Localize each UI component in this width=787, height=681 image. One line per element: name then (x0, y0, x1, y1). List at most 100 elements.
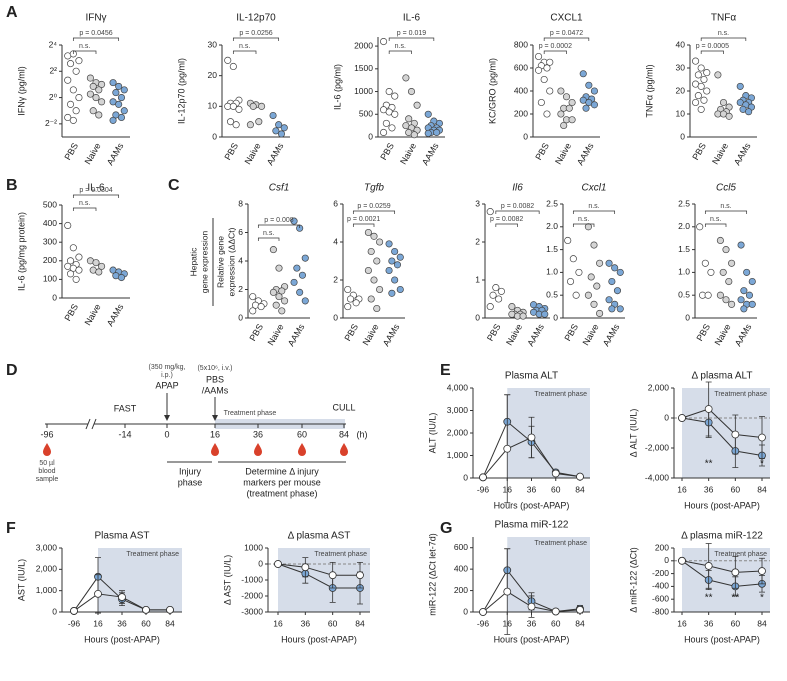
x-tick-label: PBS (562, 322, 580, 343)
significance-label: n.s. (239, 43, 250, 50)
significance-label: n.s. (79, 200, 90, 207)
sample-note: blood (38, 468, 55, 475)
y-tick-label: 200 (454, 585, 468, 595)
data-point (413, 101, 421, 109)
y-tick-label: 200 (514, 108, 528, 118)
x-tick-label: 16 (677, 484, 687, 494)
data-point (557, 110, 565, 118)
y-tick-label: 2⁴ (49, 39, 58, 49)
data-point (562, 93, 571, 101)
data-point (293, 264, 301, 272)
data-point (497, 287, 505, 295)
data-point (564, 236, 572, 245)
data-point (278, 287, 286, 295)
data-point (98, 98, 106, 106)
data-point (572, 291, 580, 299)
timeline-tick-label: 84 (339, 429, 349, 439)
data-point (120, 86, 128, 94)
y-tick-label: 1000 (244, 542, 263, 552)
data-point (560, 121, 568, 130)
significance-label: p = 0.0005 (696, 43, 729, 50)
determine-note: (treatment phase) (246, 488, 317, 498)
y-tick-label: 2.0 (678, 221, 690, 231)
data-point (385, 240, 393, 248)
x-tick-label: PBS (378, 141, 396, 162)
data-point (608, 305, 616, 313)
y-tick-label: 0 (258, 558, 263, 568)
data-point (740, 287, 748, 295)
significance-bracket (388, 37, 435, 41)
data-point (301, 563, 310, 572)
data-point (508, 303, 516, 311)
x-tick-label: PBS (690, 141, 708, 162)
significance-label: n.s. (395, 43, 406, 50)
data-point (370, 232, 378, 240)
x-tick-label: AAMs (420, 141, 441, 167)
significance-mark: * (760, 593, 764, 604)
y-tick-label: -400 (652, 581, 669, 591)
series-line (277, 563, 360, 576)
y-tick-label: 0 (463, 606, 468, 616)
data-point (725, 112, 733, 120)
significance-bracket (700, 50, 724, 54)
data-point (719, 268, 727, 276)
data-point (115, 82, 123, 90)
x-tick-label: AAMs (733, 322, 754, 348)
x-tick-label: AAMs (732, 141, 753, 167)
x-tick-label: Naive (713, 322, 733, 347)
y-tick-label: 1.5 (678, 244, 690, 254)
x-tick-label: 36 (704, 618, 714, 628)
chart-title: Δ plasma AST (288, 531, 351, 542)
y-tick-label: 600 (514, 62, 528, 72)
data-point (376, 285, 384, 294)
data-point (728, 259, 736, 267)
x-tick-label: 84 (757, 618, 767, 628)
data-point (86, 74, 94, 82)
chart-title: Plasma miR-122 (495, 520, 569, 531)
x-tick-label: 84 (757, 484, 767, 494)
x-tick-label: 36 (704, 484, 714, 494)
data-point (576, 605, 584, 614)
data-point (391, 92, 399, 100)
significance-label: p = 0.008 (264, 217, 293, 224)
data-point (700, 96, 708, 104)
y-tick-label: 30 (208, 39, 218, 49)
significance-label: p = 0.0472 (550, 30, 583, 37)
data-point (280, 124, 288, 132)
timeline-unit: (h) (357, 429, 368, 439)
x-tick-label: 16 (273, 618, 283, 628)
data-point (66, 257, 75, 265)
significance-label: p = 0.0082 (490, 216, 523, 223)
panel-letter: D (6, 362, 18, 379)
data-point (737, 296, 745, 304)
data-point (608, 277, 616, 286)
data-point (716, 236, 724, 245)
data-point (719, 98, 728, 107)
series-line (681, 417, 763, 456)
data-point (714, 71, 722, 79)
data-point (396, 285, 404, 294)
y-tick-label: -3000 (241, 606, 263, 616)
significance-bracket (700, 37, 747, 41)
data-point (546, 58, 554, 66)
shade-label: Treatment phase (534, 391, 587, 398)
chart-title: Csf1 (269, 183, 290, 194)
y-tick-label: -800 (652, 606, 669, 616)
data-point (70, 607, 78, 615)
data-point (367, 295, 375, 303)
y-tick-label: 1,000 (36, 585, 58, 595)
y-tick-label: 200 (655, 542, 669, 552)
data-point (407, 87, 416, 96)
data-point (72, 275, 80, 283)
significance-label: p = 0.019 (397, 30, 426, 37)
data-point (301, 254, 309, 262)
y-axis-label: KC/GRO (pg/ml) (487, 58, 497, 124)
data-point (66, 270, 75, 278)
y-axis-label: AST (IU/L) (16, 559, 26, 601)
data-point (388, 124, 396, 132)
data-point (736, 82, 744, 90)
sample-note: sample (36, 476, 59, 483)
data-point (596, 259, 604, 267)
data-point (745, 291, 754, 299)
data-point (611, 264, 619, 272)
